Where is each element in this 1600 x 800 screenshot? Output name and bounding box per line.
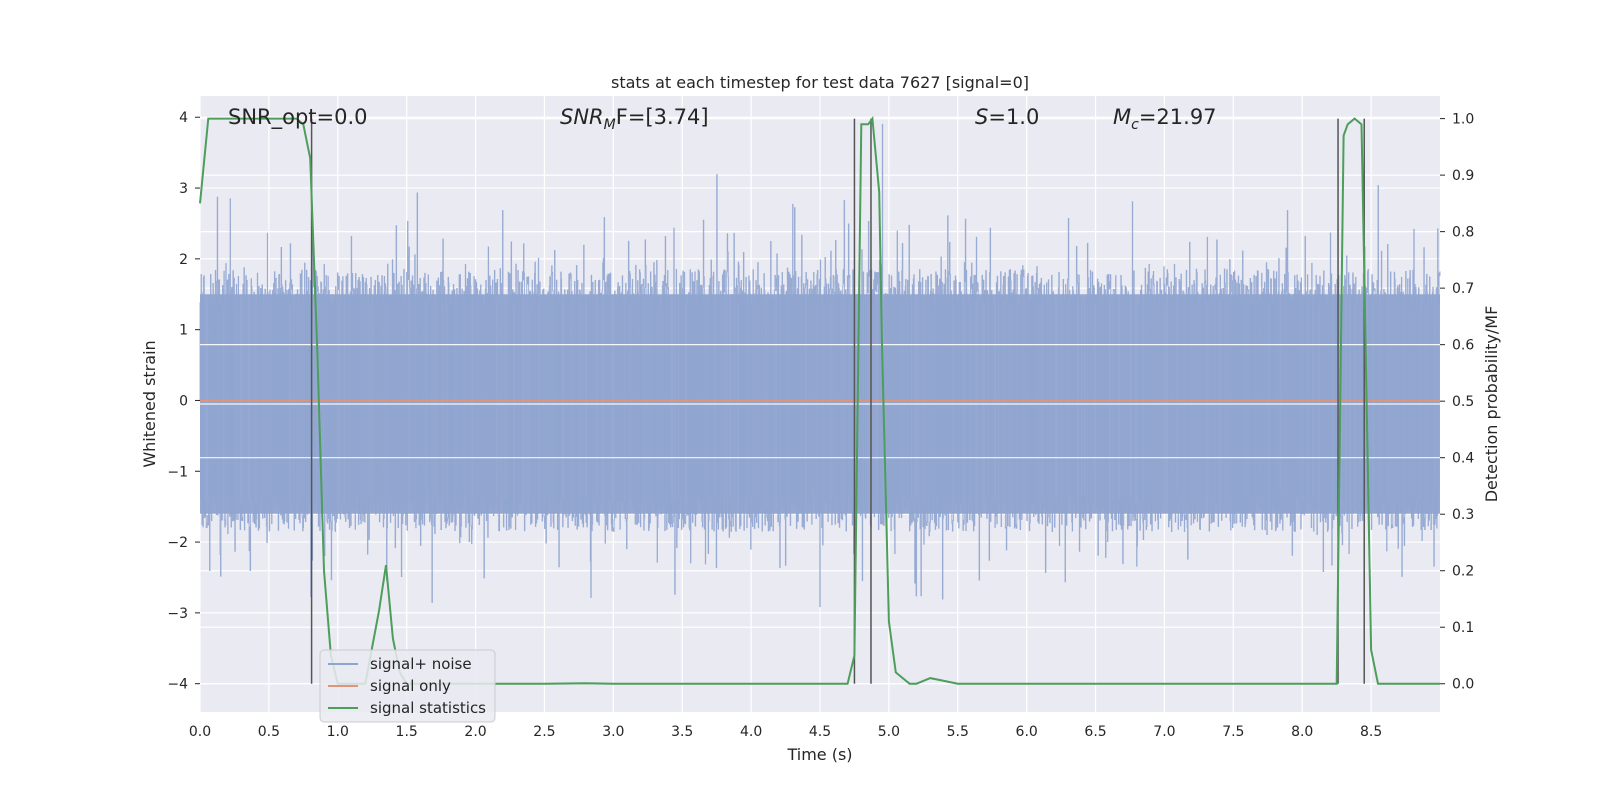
y2-tick-label: 0.0 — [1452, 677, 1474, 693]
y2-axis-ticks: 1.0 0.9 0.8 0.7 0.6 0.5 0.4 0.3 0.2 0.1 0.0 — [1440, 112, 1474, 693]
annotation-snr-mf-sub: M — [604, 117, 616, 133]
y2-axis-label: Detection probability/MF — [1482, 306, 1501, 503]
annotation-s-var: S — [975, 105, 988, 129]
legend-label-signal-statistics: signal statistics — [370, 699, 486, 717]
y2-tick-label: 0.3 — [1452, 507, 1474, 523]
x-tick-label: 1.0 — [327, 724, 349, 740]
annotation-snr-mf-prefix: SNR — [560, 105, 604, 129]
legend-label-signal-noise: signal+ noise — [370, 655, 472, 673]
chart-title: stats at each timestep for test data 762… — [611, 73, 1029, 92]
y2-tick-label: 0.6 — [1452, 338, 1474, 354]
y-tick-label: −3 — [167, 606, 188, 622]
annotation-snr-mf: SNRMF=[3.74] — [560, 105, 709, 133]
legend: signal+ noise signal only signal statist… — [319, 649, 496, 723]
x-tick-label: 1.5 — [396, 724, 418, 740]
y-tick-label: −1 — [167, 464, 188, 480]
y2-tick-label: 0.1 — [1452, 620, 1474, 636]
y2-tick-label: 0.8 — [1452, 225, 1474, 241]
x-axis-label: Time (s) — [786, 745, 852, 764]
annotation-mc-sub: c — [1131, 117, 1139, 133]
x-tick-label: 2.0 — [464, 724, 486, 740]
y2-tick-label: 1.0 — [1452, 112, 1474, 128]
y-tick-label: −2 — [167, 535, 188, 551]
annotation-mc: Mc=21.97 — [1113, 105, 1217, 133]
x-tick-label: 7.0 — [1153, 724, 1175, 740]
y-tick-label: −4 — [167, 677, 188, 693]
x-tick-label: 4.0 — [740, 724, 762, 740]
y-tick-label: 2 — [179, 252, 188, 268]
x-tick-label: 8.5 — [1360, 724, 1382, 740]
y-tick-label: 3 — [179, 181, 188, 197]
x-tick-label: 5.0 — [878, 724, 900, 740]
y-axis-ticks: 4 3 2 1 0 −1 −2 −3 −4 — [167, 110, 200, 693]
plot-area — [199, 96, 1441, 712]
y-tick-label: 1 — [179, 323, 188, 339]
x-axis-ticks: 0.0 0.5 1.0 1.5 2.0 2.5 3.0 3.5 4.0 4.5 5.0 5.5 6.0 6… — [189, 724, 1382, 740]
noise-trace — [199, 123, 1441, 608]
y-tick-label: 4 — [179, 110, 188, 126]
x-tick-label: 3.5 — [671, 724, 693, 740]
annotation-s: S=1.0 — [975, 105, 1039, 129]
y2-tick-label: 0.5 — [1452, 394, 1474, 410]
x-tick-label: 8.0 — [1291, 724, 1313, 740]
legend-box — [319, 649, 496, 723]
legend-label-signal-only: signal only — [370, 677, 451, 695]
y2-tick-label: 0.9 — [1452, 168, 1474, 184]
x-tick-label: 7.5 — [1222, 724, 1244, 740]
x-tick-label: 2.5 — [533, 724, 555, 740]
annotation-s-value: =1.0 — [988, 105, 1039, 129]
y2-tick-label: 0.7 — [1452, 281, 1474, 297]
annotation-snr-mf-suffix: F=[3.74] — [616, 105, 709, 129]
x-tick-label: 4.5 — [809, 724, 831, 740]
y2-tick-label: 0.4 — [1452, 451, 1474, 467]
x-tick-label: 5.5 — [947, 724, 969, 740]
x-tick-label: 6.5 — [1084, 724, 1106, 740]
annotation-mc-var: M — [1113, 105, 1131, 129]
series-signal-statistics — [199, 115, 1440, 685]
x-tick-label: 6.0 — [1016, 724, 1038, 740]
x-tick-label: 3.0 — [602, 724, 624, 740]
y-tick-label: 0 — [179, 393, 188, 409]
annotation-mc-value: =21.97 — [1139, 105, 1217, 129]
x-tick-label: 0.0 — [189, 724, 211, 740]
y-axis-label: Whitened strain — [140, 340, 159, 467]
y2-tick-label: 0.2 — [1452, 564, 1474, 580]
annotation-snr-opt: SNR_opt=0.0 — [228, 105, 368, 130]
series-signal-noise — [199, 123, 1441, 608]
x-tick-label: 0.5 — [258, 724, 280, 740]
